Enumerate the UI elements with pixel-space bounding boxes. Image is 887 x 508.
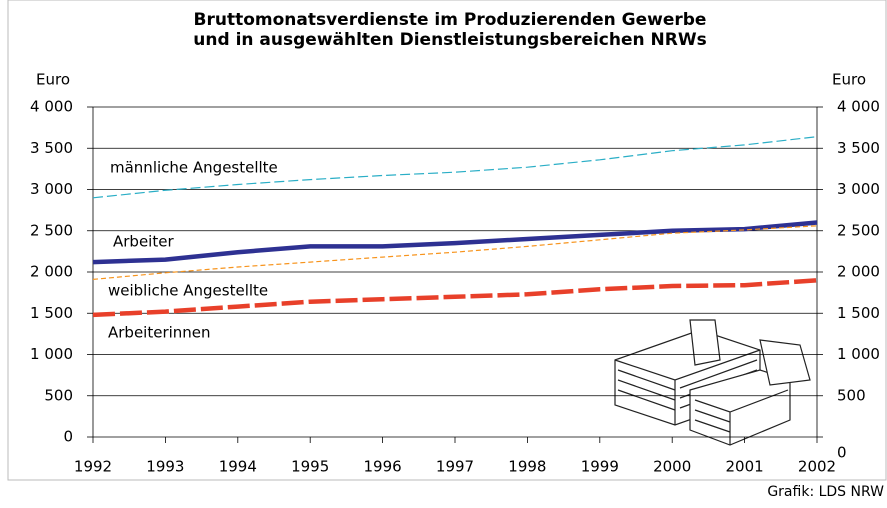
chart: Bruttomonatsverdienste im Produzierenden… [0, 0, 887, 508]
y2-tick-label: 2 000 [837, 263, 880, 281]
x-tick-label: 1992 [74, 458, 112, 476]
x-tick-label: 2002 [798, 458, 836, 476]
y2-tick-label: 1 000 [837, 345, 880, 363]
x-tick-label: 1995 [291, 458, 329, 476]
y-tick-label: 500 [44, 386, 73, 404]
x-tick-label: 1999 [581, 458, 619, 476]
y2-axis-label: Euro [832, 71, 866, 89]
y-tick-label: 1 000 [30, 345, 73, 363]
series-label: Arbeiterinnen [108, 324, 211, 342]
y2-tick-label: 0 [837, 444, 847, 462]
x-tick-label: 1994 [219, 458, 257, 476]
source: Grafik: LDS NRW [767, 484, 884, 500]
y-tick-label: 3 500 [30, 139, 73, 157]
y2-tick-label: 4 000 [837, 98, 880, 116]
y2-tick-label: 500 [837, 386, 866, 404]
x-tick-label: 1998 [508, 458, 546, 476]
y-axis-label: Euro [36, 71, 70, 89]
y-tick-label: 0 [63, 428, 73, 446]
x-tick-label: 1996 [364, 458, 402, 476]
y-tick-label: 2 500 [30, 221, 73, 239]
y2-tick-label: 2 500 [837, 221, 880, 239]
chart-title: und in ausgewählten Dienstleistungsberei… [193, 30, 706, 50]
x-tick-label: 2000 [653, 458, 691, 476]
y2-tick-label: 3 500 [837, 139, 880, 157]
y-tick-label: 1 500 [30, 304, 73, 322]
x-tick-label: 1993 [146, 458, 184, 476]
y2-tick-label: 3 000 [837, 180, 880, 198]
chart-title: Bruttomonatsverdienste im Produzierenden… [194, 10, 707, 30]
x-tick-label: 1997 [436, 458, 474, 476]
series-label: männliche Angestellte [110, 159, 278, 177]
series-label: Arbeiter [113, 233, 174, 251]
y-tick-label: 4 000 [30, 98, 73, 116]
y-tick-label: 2 000 [30, 263, 73, 281]
x-tick-label: 2001 [726, 458, 764, 476]
y2-tick-label: 1 500 [837, 304, 880, 322]
series-label: weibliche Angestellte [108, 282, 268, 300]
y-tick-label: 3 000 [30, 180, 73, 198]
